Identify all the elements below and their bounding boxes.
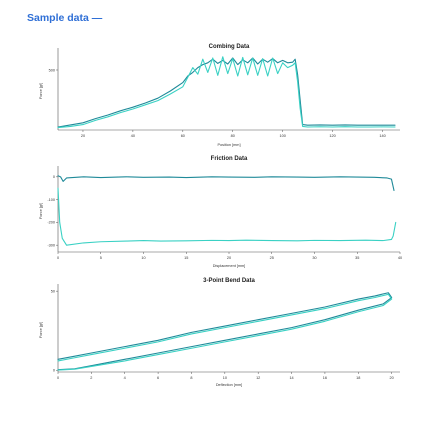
chart-2: 3-Point Bend Data 0 2 4 6 8 10 12 14 16 18 20 0 50 Def… (39, 278, 400, 387)
x-tick-label: 14 (289, 376, 293, 380)
series-line-0 (57, 175, 395, 192)
y-tick-label: -100 (47, 198, 55, 202)
chart-title: Combing Data (209, 44, 250, 50)
x-axis-label: Position [mm] (218, 143, 241, 147)
y-tick-label: 0 (53, 369, 55, 373)
x-tick-label: 18 (356, 376, 360, 380)
y-tick-label: -300 (47, 243, 55, 247)
x-tick-label: 8 (190, 376, 192, 380)
x-tick-label: 60 (181, 134, 185, 138)
y-tick-label: 500 (49, 68, 55, 72)
x-tick-label: 40 (131, 134, 135, 138)
series-line-1 (57, 293, 393, 371)
y-axis-label: Force [gf] (39, 83, 43, 99)
x-tick-label: 6 (157, 376, 159, 380)
page-heading: Sample data — (27, 12, 103, 24)
series-line-0 (57, 57, 396, 128)
x-tick-label: 2 (90, 376, 92, 380)
x-tick-label: 0 (57, 376, 59, 380)
x-tick-label: 4 (124, 376, 126, 380)
x-tick-label: 16 (323, 376, 327, 380)
x-tick-label: 10 (223, 376, 227, 380)
x-tick-label: 80 (231, 134, 235, 138)
x-tick-label: 0 (57, 256, 59, 260)
y-tick-label: 50 (51, 289, 55, 293)
y-axis-label: Force [gf] (39, 203, 43, 219)
x-axis-label: Displacement [mm] (213, 264, 246, 268)
x-tick-label: 120 (329, 134, 335, 138)
x-tick-label: 35 (355, 256, 359, 260)
x-tick-label: 20 (390, 376, 394, 380)
x-tick-label: 140 (379, 134, 385, 138)
y-tick-label: -200 (47, 221, 55, 225)
x-tick-label: 5 (100, 256, 102, 260)
x-tick-label: 15 (184, 256, 188, 260)
x-axis-label: Deflection [mm] (216, 383, 242, 387)
x-tick-label: 40 (398, 256, 402, 260)
x-tick-label: 10 (141, 256, 145, 260)
chart-title: 3-Point Bend Data (203, 278, 255, 284)
x-tick-label: 12 (256, 376, 260, 380)
series-line-1 (57, 56, 396, 129)
chart-1: Friction Data 0 5 10 15 20 25 30 35 40 0 -100 -200 -3… (39, 156, 402, 268)
y-axis-label: Force [gf] (39, 322, 43, 338)
y-tick-label: 0 (53, 175, 55, 179)
chart-title: Friction Data (211, 156, 248, 162)
x-tick-label: 30 (312, 256, 316, 260)
chart-0: Combing Data 20 40 60 80 100 120 140 500 Position… (39, 44, 400, 147)
x-tick-label: 20 (227, 256, 231, 260)
x-tick-label: 100 (279, 134, 285, 138)
x-tick-label: 25 (270, 256, 274, 260)
series-line-0 (57, 292, 393, 371)
x-tick-label: 20 (81, 134, 85, 138)
series-line-1 (57, 187, 397, 246)
